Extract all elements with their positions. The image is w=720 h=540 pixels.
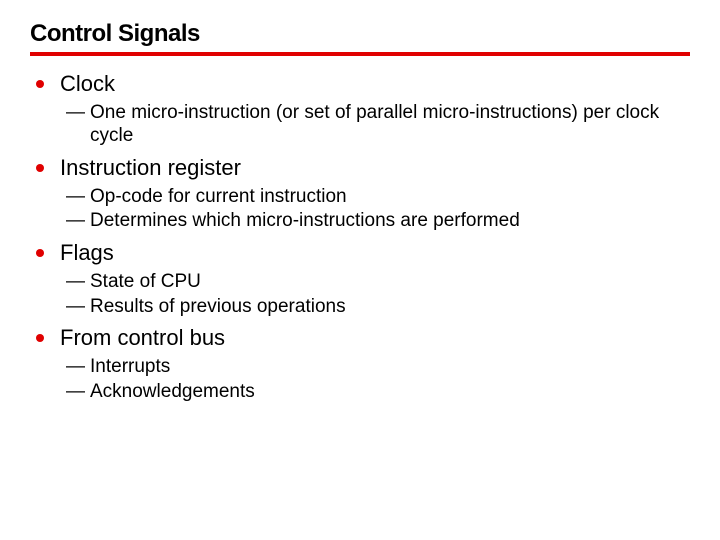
sub-text: State of CPU xyxy=(90,271,201,292)
bullet-item: Instruction register —Op-code for curren… xyxy=(30,154,690,233)
bullet-label: Instruction register xyxy=(60,154,690,183)
bullet-label: Flags xyxy=(60,239,690,268)
sub-item: —Determines which micro-instructions are… xyxy=(60,209,690,233)
bullet-label: From control bus xyxy=(60,324,690,353)
sub-text: Acknowledgements xyxy=(90,381,255,402)
emdash-icon: — xyxy=(66,209,85,233)
sub-item: —State of CPU xyxy=(60,270,690,294)
bullet-item: Clock —One micro-instruction (or set of … xyxy=(30,70,690,148)
emdash-icon: — xyxy=(66,270,85,294)
bullet-dot-icon xyxy=(36,334,44,342)
bullet-dot-icon xyxy=(36,80,44,88)
emdash-icon: — xyxy=(66,355,85,379)
sub-text: Op-code for current instruction xyxy=(90,186,347,207)
emdash-icon: — xyxy=(66,295,85,319)
bullet-label: Clock xyxy=(60,70,690,99)
sub-item: —Interrupts xyxy=(60,355,690,379)
emdash-icon: — xyxy=(66,380,85,404)
bullet-item: From control bus —Interrupts —Acknowledg… xyxy=(30,324,690,403)
sub-text: One micro-instruction (or set of paralle… xyxy=(90,102,659,147)
slide-title: Control Signals xyxy=(30,20,690,56)
sub-list: —State of CPU —Results of previous opera… xyxy=(60,270,690,319)
sub-item: —Acknowledgements xyxy=(60,380,690,404)
sub-list: —Interrupts —Acknowledgements xyxy=(60,355,690,404)
sub-text: Interrupts xyxy=(90,356,170,377)
bullet-list: Clock —One micro-instruction (or set of … xyxy=(30,70,690,403)
sub-item: —Results of previous operations xyxy=(60,295,690,319)
sub-item: —One micro-instruction (or set of parall… xyxy=(60,101,690,149)
sub-text: Results of previous operations xyxy=(90,296,346,317)
sub-item: —Op-code for current instruction xyxy=(60,185,690,209)
bullet-item: Flags —State of CPU —Results of previous… xyxy=(30,239,690,318)
sub-list: —One micro-instruction (or set of parall… xyxy=(60,101,690,149)
emdash-icon: — xyxy=(66,185,85,209)
sub-text: Determines which micro-instructions are … xyxy=(90,210,520,231)
emdash-icon: — xyxy=(66,101,85,125)
bullet-dot-icon xyxy=(36,164,44,172)
sub-list: —Op-code for current instruction —Determ… xyxy=(60,185,690,234)
bullet-dot-icon xyxy=(36,249,44,257)
